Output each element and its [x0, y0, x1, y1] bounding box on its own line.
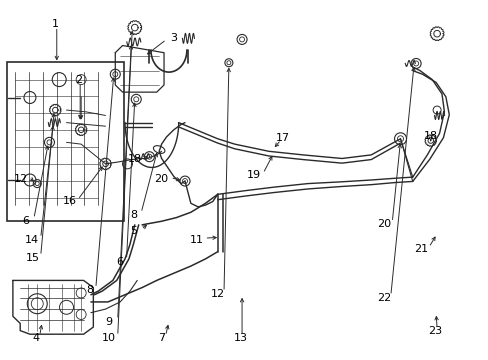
- Text: 13: 13: [233, 333, 247, 343]
- Text: 1: 1: [52, 19, 59, 29]
- Text: 6: 6: [22, 216, 29, 226]
- Text: 4: 4: [32, 333, 40, 343]
- Text: 8: 8: [86, 285, 93, 296]
- Text: 22: 22: [377, 293, 391, 303]
- Text: 12: 12: [14, 174, 28, 184]
- Text: 18: 18: [423, 131, 437, 140]
- Text: 10: 10: [102, 333, 116, 343]
- Text: 3: 3: [170, 33, 177, 42]
- Text: 20: 20: [154, 174, 168, 184]
- Text: 19: 19: [247, 170, 261, 180]
- Text: 21: 21: [413, 244, 427, 254]
- Text: 11: 11: [189, 235, 203, 245]
- Text: 9: 9: [105, 317, 112, 327]
- Text: 16: 16: [63, 196, 77, 206]
- Text: 15: 15: [25, 253, 40, 263]
- Text: 7: 7: [158, 333, 165, 343]
- Text: 12: 12: [210, 289, 224, 299]
- Text: 23: 23: [427, 325, 442, 336]
- Text: 5: 5: [129, 226, 137, 236]
- Text: 2: 2: [75, 75, 82, 85]
- Text: 20: 20: [377, 219, 391, 229]
- Bar: [6, 62, 123, 221]
- Text: 17: 17: [275, 133, 289, 143]
- Text: 6: 6: [117, 257, 123, 267]
- Text: 18: 18: [128, 154, 142, 164]
- Text: 14: 14: [25, 235, 40, 245]
- Text: 8: 8: [129, 210, 137, 220]
